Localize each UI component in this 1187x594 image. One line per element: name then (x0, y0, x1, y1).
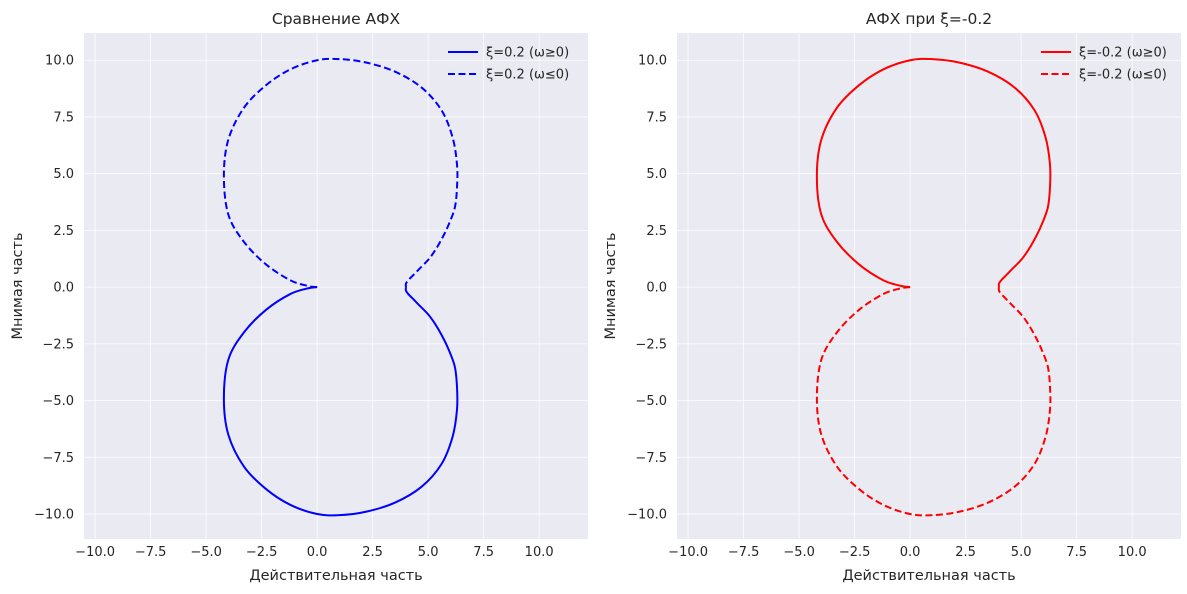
x-tick-label: −10.0 (668, 545, 708, 560)
x-tick-label: 0.0 (900, 545, 921, 560)
y-tick-label: −7.5 (42, 451, 74, 466)
y-tick-label: 10.0 (638, 54, 667, 69)
y-tick-label: −2.5 (635, 337, 667, 352)
x-tick-label: 2.5 (955, 545, 976, 560)
y-tick-label: −5.0 (42, 394, 74, 409)
y-tick-label: 2.5 (646, 224, 667, 239)
x-tick-label: −5.0 (190, 545, 222, 560)
series-line-negative-omega (815, 286, 1052, 517)
x-axis-title: Действительная часть (842, 568, 1015, 584)
x-tick-label: −7.5 (135, 545, 167, 560)
y-axis-title: Мнимая часть (603, 233, 619, 340)
y-tick-label: 5.0 (53, 167, 74, 182)
y-tick-label: 5.0 (646, 167, 667, 182)
x-tick-label: 7.5 (1066, 545, 1087, 560)
series-line-positive-omega (815, 57, 1052, 289)
chart-panel-2: −10.0 −7.5 −5.0 −2.5 0.0 2.5 5.0 7.5 10.0 −10.0 −7… (603, 10, 1181, 584)
x-tick-label: −7.5 (728, 545, 760, 560)
x-tick-label: −5.0 (783, 545, 815, 560)
x-tick-label: 5.0 (1011, 545, 1032, 560)
chart-title: Сравнение АФХ (272, 10, 401, 28)
x-axis-title: Действительная часть (249, 568, 422, 584)
y-axis-title: Мнимая часть (10, 233, 26, 340)
chart-panel-1: −10.0 −7.5 −5.0 −2.5 0.0 2.5 5.0 7.5 10.0 −10.0 −7… (10, 10, 588, 584)
x-tick-label: −2.5 (246, 545, 278, 560)
chart-title: АФХ при ξ=-0.2 (866, 10, 992, 28)
x-tick-label: −2.5 (839, 545, 871, 560)
legend-label: ξ=-0.2 (ω≥0) (1079, 46, 1167, 61)
y-tick-label: 0.0 (646, 281, 667, 296)
y-tick-label: 7.5 (53, 110, 74, 125)
x-tick-label: 10.0 (1118, 545, 1147, 560)
legend: ξ=-0.2 (ω≥0) ξ=-0.2 (ω≤0) (1041, 46, 1167, 83)
x-tick-label: 10.0 (525, 545, 554, 560)
y-tick-label: 7.5 (646, 110, 667, 125)
y-tick-label: −2.5 (42, 337, 74, 352)
plot-area (84, 33, 588, 539)
x-tick-label: 5.0 (418, 545, 439, 560)
x-tick-label: −10.0 (75, 545, 115, 560)
y-tick-label: −10.0 (627, 508, 667, 523)
x-tick-label: 0.0 (307, 545, 328, 560)
series-line-positive-omega (222, 286, 459, 517)
y-tick-label: −7.5 (635, 451, 667, 466)
legend-label: ξ=0.2 (ω≥0) (486, 46, 569, 61)
x-tick-label: 2.5 (362, 545, 383, 560)
plot-area (677, 33, 1181, 539)
series-line-negative-omega (222, 57, 459, 289)
y-tick-label: 0.0 (53, 281, 74, 296)
x-tick-label: 7.5 (473, 545, 494, 560)
y-tick-label: −10.0 (34, 508, 74, 523)
legend-label: ξ=-0.2 (ω≤0) (1079, 68, 1167, 83)
y-tick-label: 2.5 (53, 224, 74, 239)
legend: ξ=0.2 (ω≥0) ξ=0.2 (ω≤0) (448, 46, 569, 83)
legend-label: ξ=0.2 (ω≤0) (486, 68, 569, 83)
y-tick-label: −5.0 (635, 394, 667, 409)
y-tick-label: 10.0 (45, 54, 74, 69)
